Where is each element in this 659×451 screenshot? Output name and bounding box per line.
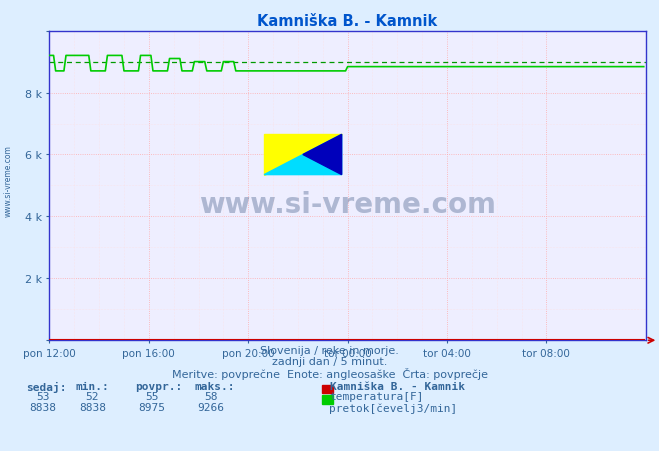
- Text: 8975: 8975: [138, 402, 165, 412]
- Polygon shape: [264, 135, 341, 175]
- Text: pretok[čevelj3/min]: pretok[čevelj3/min]: [330, 402, 458, 413]
- Text: maks.:: maks.:: [194, 381, 235, 391]
- Polygon shape: [264, 135, 341, 175]
- Text: Slovenija / reke in morje.: Slovenija / reke in morje.: [260, 345, 399, 355]
- Title: Kamniška B. - Kamnik: Kamniška B. - Kamnik: [258, 14, 438, 29]
- Text: sedaj:: sedaj:: [26, 381, 67, 392]
- Text: 53: 53: [36, 391, 49, 401]
- Text: Meritve: povprečne  Enote: angleosaške  Črta: povprečje: Meritve: povprečne Enote: angleosaške Čr…: [171, 368, 488, 380]
- Text: min.:: min.:: [76, 381, 109, 391]
- Text: 9266: 9266: [198, 402, 224, 412]
- Text: www.si-vreme.com: www.si-vreme.com: [199, 191, 496, 219]
- Text: 58: 58: [204, 391, 217, 401]
- Text: 52: 52: [86, 391, 99, 401]
- Polygon shape: [303, 135, 341, 175]
- Text: 8838: 8838: [79, 402, 105, 412]
- Text: temperatura[F]: temperatura[F]: [330, 391, 424, 401]
- Text: www.si-vreme.com: www.si-vreme.com: [3, 144, 13, 216]
- Text: 55: 55: [145, 391, 158, 401]
- Text: povpr.:: povpr.:: [135, 381, 183, 391]
- Text: Kamniška B. - Kamnik: Kamniška B. - Kamnik: [330, 381, 465, 391]
- Text: 8838: 8838: [30, 402, 56, 412]
- Text: zadnji dan / 5 minut.: zadnji dan / 5 minut.: [272, 356, 387, 366]
